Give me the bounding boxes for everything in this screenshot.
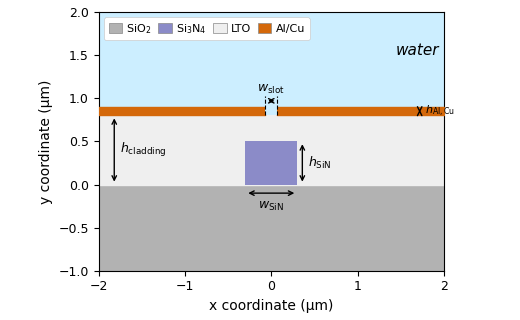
Text: $h_\mathrm{cladding}$: $h_\mathrm{cladding}$: [120, 141, 167, 159]
Legend: SiO$_2$, Si$_3$N$_4$, LTO, Al/Cu: SiO$_2$, Si$_3$N$_4$, LTO, Al/Cu: [105, 18, 309, 40]
X-axis label: x coordinate (μm): x coordinate (μm): [209, 299, 333, 313]
Text: $h_\mathrm{SiN}$: $h_\mathrm{SiN}$: [307, 155, 331, 171]
Bar: [265, 107, 277, 116]
Text: $w_\mathrm{SiN}$: $w_\mathrm{SiN}$: [258, 200, 284, 213]
Y-axis label: y coordinate (μm): y coordinate (μm): [39, 79, 53, 204]
Text: water: water: [396, 43, 440, 58]
Bar: [245, 141, 297, 185]
Text: $h_\mathrm{Al,Cu}$: $h_\mathrm{Al,Cu}$: [425, 104, 455, 119]
Text: $w_\mathrm{slot}$: $w_\mathrm{slot}$: [257, 83, 285, 96]
